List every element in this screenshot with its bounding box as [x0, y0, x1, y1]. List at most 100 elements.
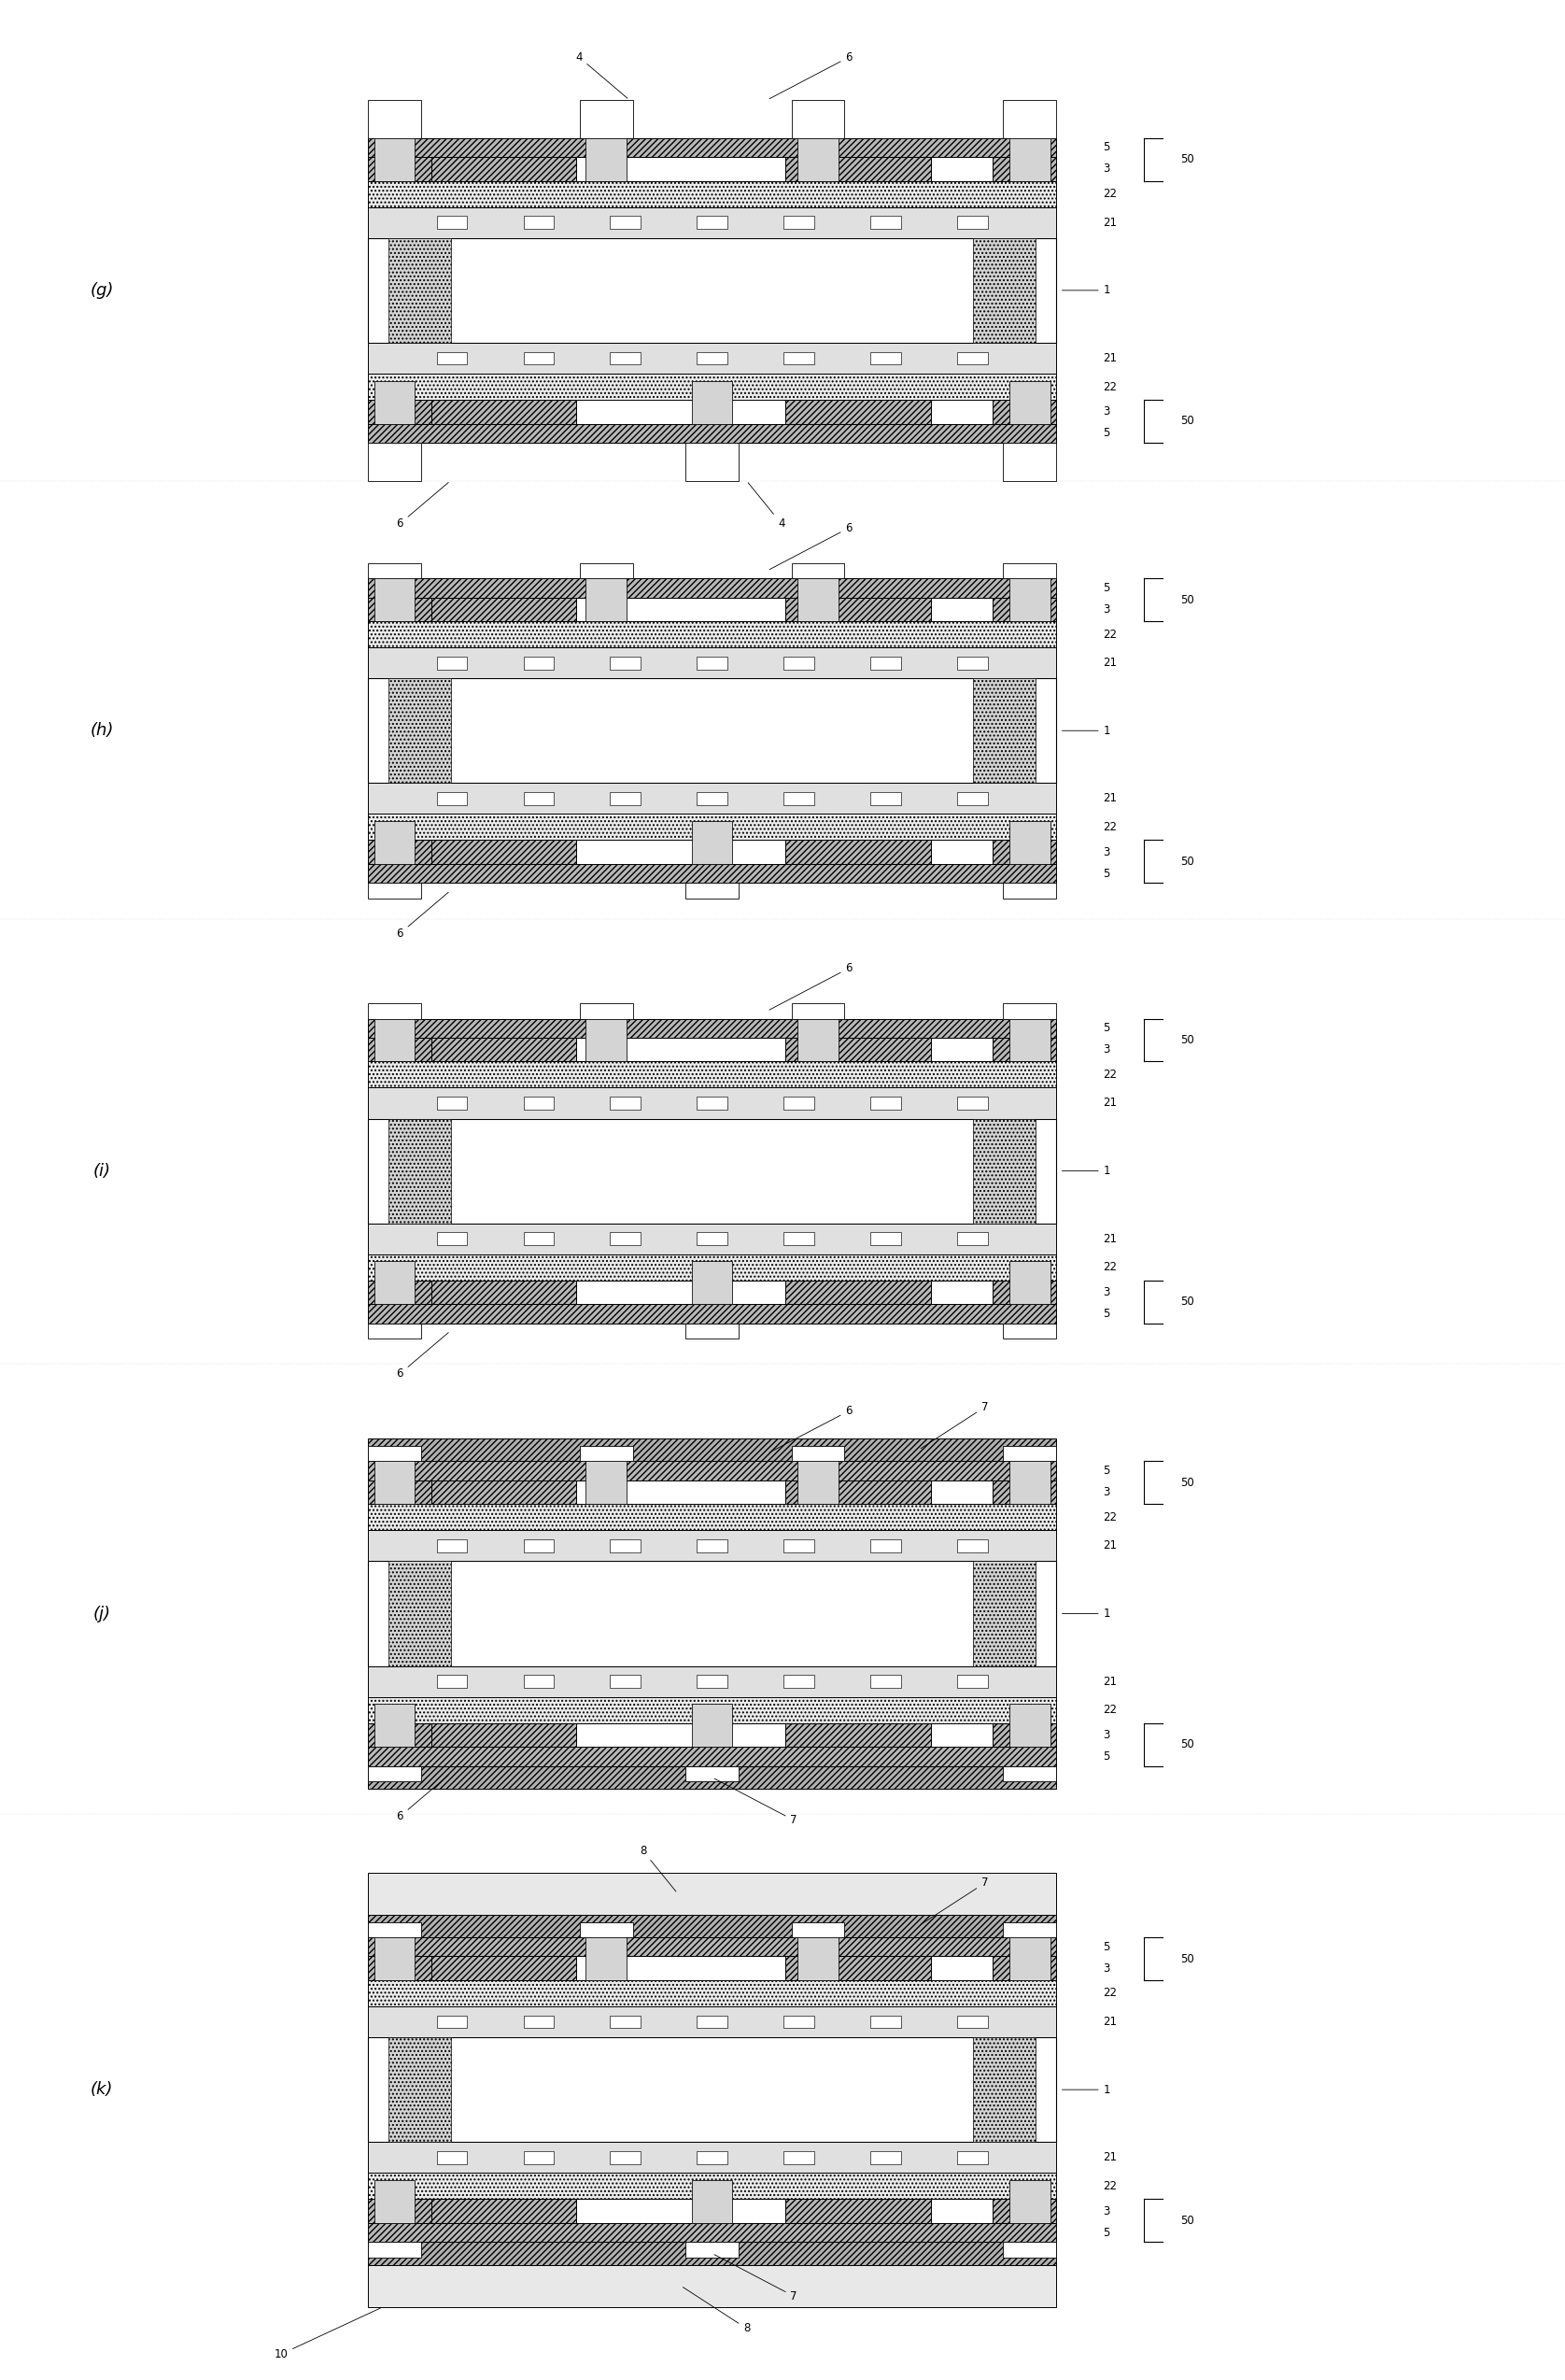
Bar — [368, 2266, 1056, 2306]
Bar — [368, 1480, 430, 1504]
Bar — [870, 2016, 901, 2028]
Bar — [784, 793, 814, 804]
Text: 21: 21 — [1103, 2152, 1117, 2163]
Bar — [437, 657, 466, 669]
Bar — [786, 1956, 931, 1980]
Bar — [368, 1061, 1056, 1088]
Bar — [368, 1119, 1056, 1223]
Bar — [579, 1923, 632, 1937]
Text: 5: 5 — [1103, 866, 1110, 881]
Bar — [388, 238, 451, 343]
Bar — [368, 1914, 1056, 1937]
Text: 3: 3 — [1103, 1042, 1110, 1057]
Bar — [610, 2152, 640, 2163]
Bar — [368, 1956, 430, 1980]
Bar — [368, 678, 1056, 783]
Bar — [696, 1097, 728, 1109]
Bar — [994, 157, 1056, 181]
Bar — [696, 1233, 728, 1245]
Bar — [523, 217, 554, 228]
Bar — [523, 1676, 554, 1687]
Bar — [973, 678, 1036, 783]
Bar — [1009, 136, 1050, 181]
Bar — [368, 783, 1056, 814]
Bar — [368, 1980, 1056, 2006]
Bar — [692, 1704, 732, 1747]
Bar — [368, 1697, 1056, 1723]
Bar — [958, 793, 988, 804]
Text: 6: 6 — [396, 892, 449, 940]
Text: 21: 21 — [1103, 1097, 1117, 1109]
Text: (g): (g) — [89, 281, 114, 300]
Bar — [1003, 1323, 1056, 1338]
Bar — [368, 1088, 1056, 1119]
Bar — [1003, 1004, 1056, 1019]
Text: 7: 7 — [920, 1402, 988, 1449]
Bar — [994, 597, 1056, 621]
Bar — [784, 1233, 814, 1245]
Bar — [798, 1459, 839, 1504]
Bar — [368, 2242, 1056, 2266]
Bar — [368, 1873, 1056, 1914]
Bar — [784, 2152, 814, 2163]
Bar — [368, 564, 421, 578]
Text: 8: 8 — [682, 2287, 750, 2335]
Bar — [523, 1097, 554, 1109]
Bar — [368, 400, 430, 424]
Text: 6: 6 — [770, 1404, 853, 1452]
Text: 6: 6 — [396, 483, 449, 531]
Bar — [692, 381, 732, 424]
Bar — [368, 1723, 430, 1747]
Text: 3: 3 — [1103, 162, 1110, 176]
Bar — [696, 1540, 728, 1552]
Bar — [368, 1461, 1056, 1480]
Bar — [792, 564, 845, 578]
Text: 1: 1 — [1063, 283, 1110, 298]
Bar — [696, 1676, 728, 1687]
Bar — [792, 1447, 845, 1461]
Bar — [523, 352, 554, 364]
Bar — [437, 793, 466, 804]
Text: 50: 50 — [1180, 2213, 1194, 2228]
Text: 22: 22 — [1103, 821, 1117, 833]
Text: 7: 7 — [714, 1778, 797, 1825]
Bar — [368, 1304, 1056, 1323]
Bar — [696, 217, 728, 228]
Text: 50: 50 — [1180, 152, 1194, 167]
Bar — [792, 1004, 845, 1019]
Bar — [685, 443, 739, 481]
Bar — [374, 381, 415, 424]
Bar — [368, 207, 1056, 238]
Text: 3: 3 — [1103, 1728, 1110, 1742]
Bar — [958, 1676, 988, 1687]
Text: 21: 21 — [1103, 217, 1117, 228]
Bar — [368, 157, 430, 181]
Text: 22: 22 — [1103, 628, 1117, 640]
Bar — [870, 793, 901, 804]
Bar — [368, 883, 421, 897]
Bar — [1003, 1766, 1056, 1780]
Text: 21: 21 — [1103, 2016, 1117, 2028]
Bar — [1009, 1935, 1050, 1980]
Bar — [696, 793, 728, 804]
Bar — [798, 136, 839, 181]
Bar — [368, 1766, 1056, 1790]
Text: 21: 21 — [1103, 1540, 1117, 1552]
Text: 22: 22 — [1103, 1069, 1117, 1081]
Bar — [1003, 883, 1056, 897]
Bar — [523, 2016, 554, 2028]
Bar — [685, 883, 739, 897]
Bar — [368, 1280, 430, 1304]
Text: 5: 5 — [1103, 2225, 1110, 2240]
Bar — [610, 1233, 640, 1245]
Text: 22: 22 — [1103, 2180, 1117, 2192]
Text: 5: 5 — [1103, 426, 1110, 440]
Bar — [388, 2037, 451, 2142]
Bar — [585, 136, 626, 181]
Bar — [430, 2199, 576, 2223]
Bar — [368, 1447, 421, 1461]
Text: 1: 1 — [1063, 1606, 1110, 1621]
Bar — [786, 157, 931, 181]
Bar — [368, 621, 1056, 647]
Bar — [798, 1935, 839, 1980]
